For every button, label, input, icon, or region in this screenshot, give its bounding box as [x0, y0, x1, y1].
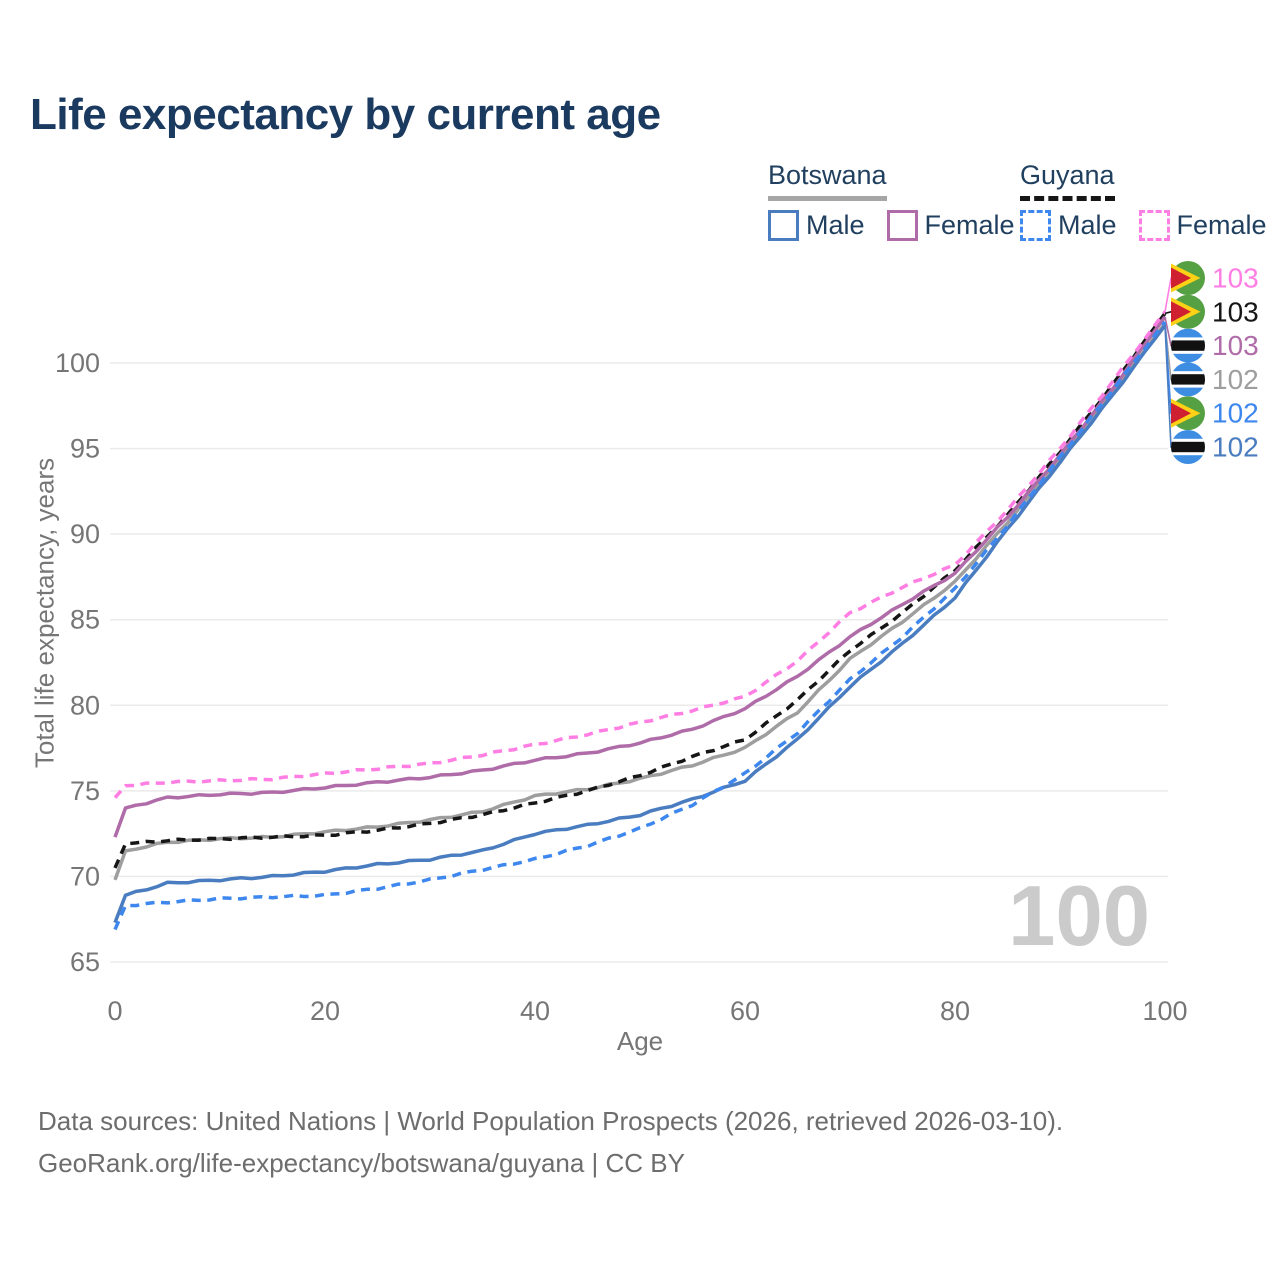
botswana-flag-icon: [1171, 362, 1205, 397]
guyana-male-swatch-icon: [1020, 210, 1051, 241]
y-tick-label: 80: [70, 690, 100, 720]
series-botswana-female[interactable]: [113, 315, 1167, 838]
y-tick-label: 85: [70, 605, 100, 635]
end-label-value: 102: [1212, 432, 1259, 463]
end-label-botswana-female[interactable]: 103: [1164, 316, 1259, 363]
legend-group-botswana: Botswana Male Female: [768, 160, 1037, 241]
end-label-value: 103: [1212, 330, 1259, 361]
y-axis-title: Total life expectancy, years: [29, 457, 60, 769]
y-tick-label: 65: [70, 947, 100, 977]
end-label-guyana-male[interactable]: 102: [1164, 321, 1259, 431]
legend-item-label: Male: [806, 210, 865, 240]
y-tick-label: 70: [70, 861, 100, 891]
y-tick-label: 100: [55, 348, 100, 378]
series-guyana-female[interactable]: [113, 310, 1167, 799]
guyana-flag-icon: [1171, 261, 1205, 295]
series-botswana[interactable]: [113, 322, 1167, 881]
botswana-male-swatch-icon: [768, 210, 799, 241]
footer-attribution: GeoRank.org/life-expectancy/botswana/guy…: [38, 1148, 685, 1178]
legend-items-guyana: Male Female: [1020, 210, 1280, 241]
x-tick-label: 80: [940, 996, 970, 1026]
y-tick-label: 75: [70, 776, 100, 806]
legend-group-guyana-title[interactable]: Guyana: [1020, 160, 1115, 201]
footer-data-sources: Data sources: United Nations | World Pop…: [38, 1106, 1064, 1136]
end-label-guyana-female[interactable]: 103: [1164, 261, 1259, 312]
legend-item-guyana-male[interactable]: Male: [1020, 210, 1117, 241]
x-tick-label: 20: [310, 996, 340, 1026]
end-label-value: 103: [1212, 296, 1259, 327]
guyana-flag-icon: [1171, 294, 1205, 329]
legend-item-label: Female: [1176, 210, 1267, 240]
botswana-flag-icon: [1171, 328, 1205, 363]
botswana-female-swatch-icon: [886, 210, 918, 241]
series-lines: [113, 310, 1167, 931]
legend-item-botswana-female[interactable]: Female: [886, 210, 1015, 241]
legend-item-label: Female: [924, 210, 1015, 240]
footer: Data sources: United Nations | World Pop…: [38, 1100, 1063, 1184]
series-botswana-male[interactable]: [113, 324, 1167, 924]
legend-item-botswana-male[interactable]: Male: [768, 210, 865, 241]
y-tick-label: 95: [70, 434, 100, 464]
end-label-botswana[interactable]: 102: [1164, 323, 1259, 397]
legend-item-label: Male: [1058, 210, 1117, 240]
legend-item-guyana-female[interactable]: Female: [1138, 210, 1267, 241]
guyana-female-swatch-icon: [1138, 210, 1170, 241]
page-title: Life expectancy by current age: [30, 90, 661, 139]
guyana-flag-icon: [1171, 396, 1205, 431]
current-age-watermark: 100: [1008, 869, 1150, 964]
legend-items-botswana: Male Female: [768, 210, 1037, 241]
end-label-botswana-male[interactable]: 102: [1164, 325, 1259, 464]
x-tick-label: 60: [730, 996, 760, 1026]
end-label-value: 103: [1212, 263, 1259, 294]
grid: 100 95 90 85 80 75 70 650 20 40 60 80 100 Age: [55, 348, 1188, 1056]
end-label-value: 102: [1212, 364, 1259, 395]
end-label-value: 102: [1212, 398, 1259, 429]
end-label-guyana[interactable]: 103: [1164, 294, 1259, 329]
botswana-flag-icon: [1171, 430, 1205, 464]
legend-group-guyana: Guyana Male Female: [1020, 160, 1280, 241]
x-tick-label: 100: [1142, 996, 1187, 1026]
x-tick-label: 40: [520, 996, 550, 1026]
series-guyana[interactable]: [113, 312, 1167, 869]
series-guyana-male[interactable]: [113, 320, 1167, 931]
legend-group-botswana-title[interactable]: Botswana: [768, 160, 887, 201]
x-axis-title: Age: [617, 1026, 663, 1056]
x-tick-label: 0: [107, 996, 122, 1026]
y-tick-label: 90: [70, 519, 100, 549]
